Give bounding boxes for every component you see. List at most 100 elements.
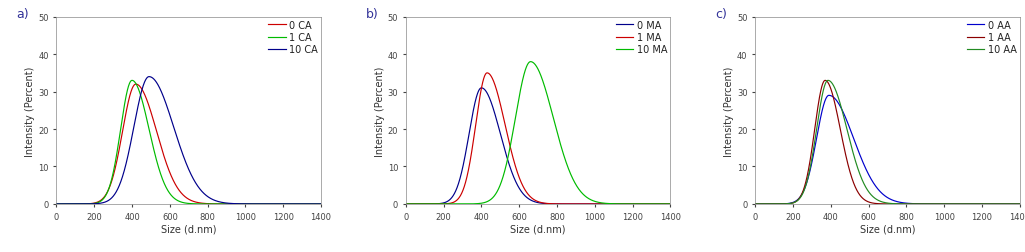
- 10 MA: [659, 203, 671, 206]
- 1 CA: [96, 199, 109, 202]
- 1 AA: [749, 203, 762, 206]
- 0 MA: [501, 158, 514, 161]
- 1 MA: [630, 203, 643, 206]
- Legend: 0 AA, 1 AA, 10 AA: 0 AA, 1 AA, 10 AA: [966, 20, 1018, 56]
- Y-axis label: Intensity (Percent): Intensity (Percent): [724, 66, 734, 156]
- 10 CA: [96, 202, 109, 205]
- 10 CA: [80, 203, 92, 206]
- Line: 10 CA: 10 CA: [56, 77, 321, 204]
- X-axis label: Size (d.nm): Size (d.nm): [161, 224, 216, 233]
- 1 AA: [980, 203, 992, 206]
- 0 AA: [779, 202, 791, 205]
- 1 AA: [862, 201, 874, 204]
- 10 MA: [512, 98, 525, 101]
- 1 MA: [429, 203, 442, 206]
- X-axis label: Size (d.nm): Size (d.nm): [860, 224, 915, 233]
- 10 MA: [630, 203, 643, 206]
- Text: b): b): [366, 8, 379, 21]
- Line: 1 MA: 1 MA: [406, 74, 670, 204]
- 1 AA: [779, 203, 791, 206]
- 1 AA: [851, 189, 863, 192]
- 0 CA: [152, 135, 164, 138]
- 1 MA: [664, 203, 676, 206]
- Line: 1 AA: 1 AA: [755, 81, 1020, 204]
- 10 MA: [429, 203, 442, 206]
- 1 CA: [126, 80, 138, 83]
- 10 AA: [980, 203, 992, 206]
- X-axis label: Size (d.nm): Size (d.nm): [510, 224, 566, 233]
- 0 AA: [795, 194, 808, 197]
- 10 CA: [152, 84, 164, 87]
- Text: a): a): [16, 8, 30, 21]
- Line: 0 MA: 0 MA: [406, 88, 670, 204]
- 0 MA: [476, 87, 488, 90]
- 0 AA: [980, 203, 992, 206]
- 10 AA: [1014, 203, 1025, 206]
- 1 MA: [400, 203, 412, 206]
- 0 MA: [446, 196, 458, 199]
- 10 AA: [822, 80, 834, 83]
- Line: 0 AA: 0 AA: [755, 96, 1020, 204]
- 10 MA: [525, 61, 537, 64]
- 10 CA: [50, 203, 63, 206]
- 0 CA: [96, 198, 109, 201]
- 0 MA: [512, 186, 525, 189]
- 10 CA: [310, 203, 322, 206]
- Line: 10 AA: 10 AA: [755, 81, 1020, 204]
- 0 CA: [129, 83, 141, 86]
- Line: 10 MA: 10 MA: [406, 62, 670, 204]
- 0 MA: [659, 203, 671, 206]
- 10 AA: [779, 203, 791, 206]
- 10 CA: [142, 76, 155, 79]
- Y-axis label: Intensity (Percent): Intensity (Percent): [375, 66, 384, 156]
- 10 AA: [851, 164, 863, 167]
- 0 MA: [400, 203, 412, 206]
- 1 MA: [512, 175, 525, 178]
- 0 AA: [1009, 203, 1021, 206]
- 0 AA: [851, 146, 863, 149]
- 1 CA: [80, 203, 92, 206]
- Y-axis label: Intensity (Percent): Intensity (Percent): [26, 66, 35, 156]
- 0 AA: [749, 203, 762, 206]
- 1 CA: [310, 203, 322, 206]
- 0 MA: [429, 203, 442, 206]
- 1 MA: [659, 203, 671, 206]
- 0 CA: [281, 203, 293, 206]
- 0 CA: [50, 203, 63, 206]
- 1 AA: [1014, 203, 1025, 206]
- 1 MA: [481, 72, 493, 75]
- 0 MA: [630, 203, 643, 206]
- 10 MA: [501, 159, 514, 162]
- 1 CA: [152, 164, 164, 167]
- 1 CA: [163, 192, 175, 195]
- 0 MA: [664, 203, 676, 206]
- 0 AA: [1014, 203, 1025, 206]
- 10 MA: [446, 203, 458, 206]
- 1 CA: [315, 203, 327, 206]
- 10 MA: [400, 203, 412, 206]
- 1 MA: [501, 134, 514, 137]
- Text: c): c): [715, 8, 728, 21]
- 1 CA: [281, 203, 293, 206]
- Line: 0 CA: 0 CA: [56, 85, 321, 204]
- 10 AA: [795, 195, 808, 198]
- 10 AA: [749, 203, 762, 206]
- Legend: 0 CA, 1 CA, 10 CA: 0 CA, 1 CA, 10 CA: [268, 20, 319, 56]
- 10 CA: [315, 203, 327, 206]
- 10 AA: [1009, 203, 1021, 206]
- 10 MA: [664, 203, 676, 206]
- 0 CA: [315, 203, 327, 206]
- 1 AA: [819, 80, 831, 83]
- 1 CA: [50, 203, 63, 206]
- Line: 1 CA: 1 CA: [56, 81, 321, 204]
- 1 AA: [1009, 203, 1021, 206]
- 1 AA: [795, 194, 808, 197]
- 1 MA: [446, 202, 458, 205]
- 0 CA: [310, 203, 322, 206]
- 0 CA: [163, 170, 175, 173]
- 10 AA: [862, 190, 874, 193]
- 0 AA: [823, 94, 835, 98]
- 10 CA: [281, 203, 293, 206]
- 10 CA: [163, 113, 175, 116]
- Legend: 0 MA, 1 MA, 10 MA: 0 MA, 1 MA, 10 MA: [615, 20, 668, 56]
